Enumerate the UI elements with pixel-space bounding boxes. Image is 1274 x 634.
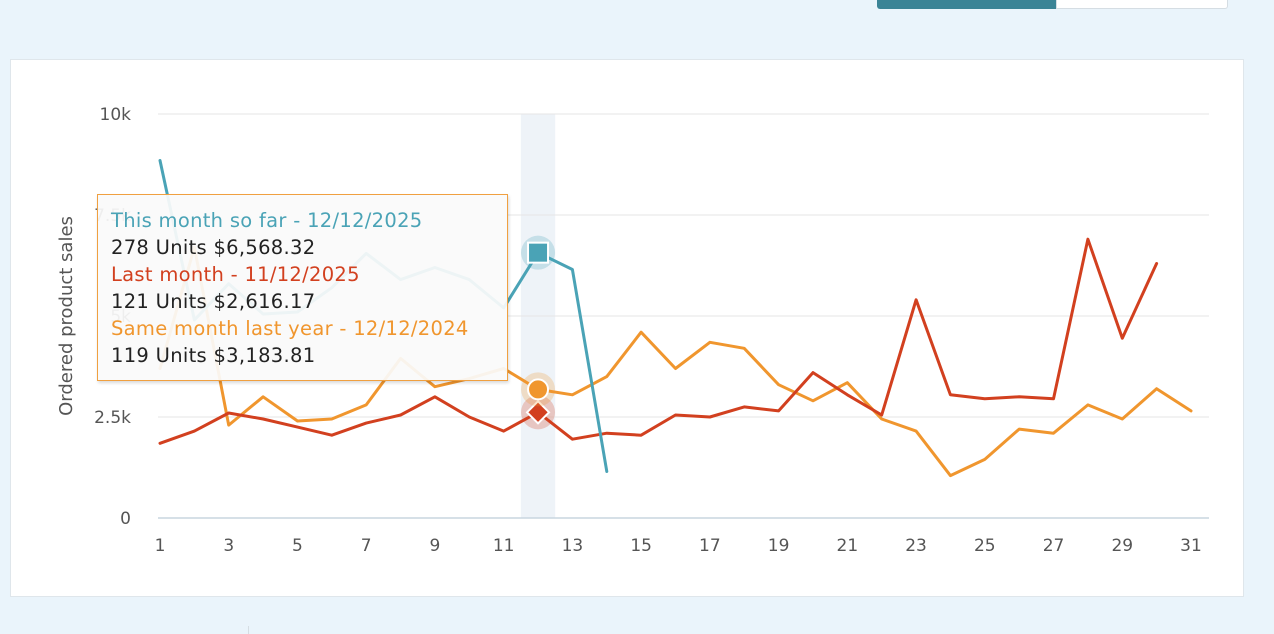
toggle-option-active[interactable]: [877, 0, 1056, 9]
divider: [248, 626, 249, 634]
x-tick-label: 7: [361, 536, 372, 556]
x-tick-label: 27: [1043, 536, 1065, 556]
x-tick-label: 25: [974, 536, 996, 556]
tooltip-last-month-value: 121 Units $2,616.17: [111, 290, 316, 313]
point-marker-last-month: [525, 399, 551, 425]
x-tick-label: 19: [768, 536, 790, 556]
x-tick-label: 13: [562, 536, 584, 556]
toggle-option-inactive[interactable]: [1056, 0, 1228, 9]
point-marker-this-month: [527, 241, 550, 264]
point-marker-same-month-last-year: [527, 378, 550, 401]
tooltip-this-month-title: This month so far - 12/12/2025: [111, 209, 423, 232]
x-tick-label: 3: [223, 536, 234, 556]
tooltip-last-month-title: Last month - 11/12/2025: [111, 263, 360, 286]
tooltip-same-month-title: Same month last year - 12/12/2024: [111, 317, 469, 340]
y-tick-label: 0: [120, 509, 131, 529]
x-tick-label: 29: [1111, 536, 1133, 556]
series-line-same-month-last-year: [158, 245, 1193, 478]
x-tick-label: 1: [155, 536, 166, 556]
x-tick-label: 9: [430, 536, 441, 556]
x-tick-label: 11: [493, 536, 515, 556]
x-tick-label: 15: [630, 536, 652, 556]
y-tick-label: 10k: [100, 105, 132, 125]
y-tick-label: 2.5k: [94, 408, 131, 428]
x-tick-label: 5: [292, 536, 303, 556]
tooltip-this-month-value: 278 Units $6,568.32: [111, 236, 316, 259]
view-toggle: [877, 0, 1228, 9]
x-tick-label: 31: [1180, 536, 1202, 556]
chart-tooltip: This month so far - 12/12/2025 278 Units…: [97, 194, 508, 381]
tooltip-same-month-value: 119 Units $3,183.81: [111, 344, 316, 367]
series-line-last-month: [158, 237, 1159, 445]
x-tick-label: 23: [905, 536, 927, 556]
x-tick-label: 21: [837, 536, 859, 556]
y-axis-label: Ordered product sales: [56, 216, 77, 416]
x-tick-label: 17: [699, 536, 721, 556]
